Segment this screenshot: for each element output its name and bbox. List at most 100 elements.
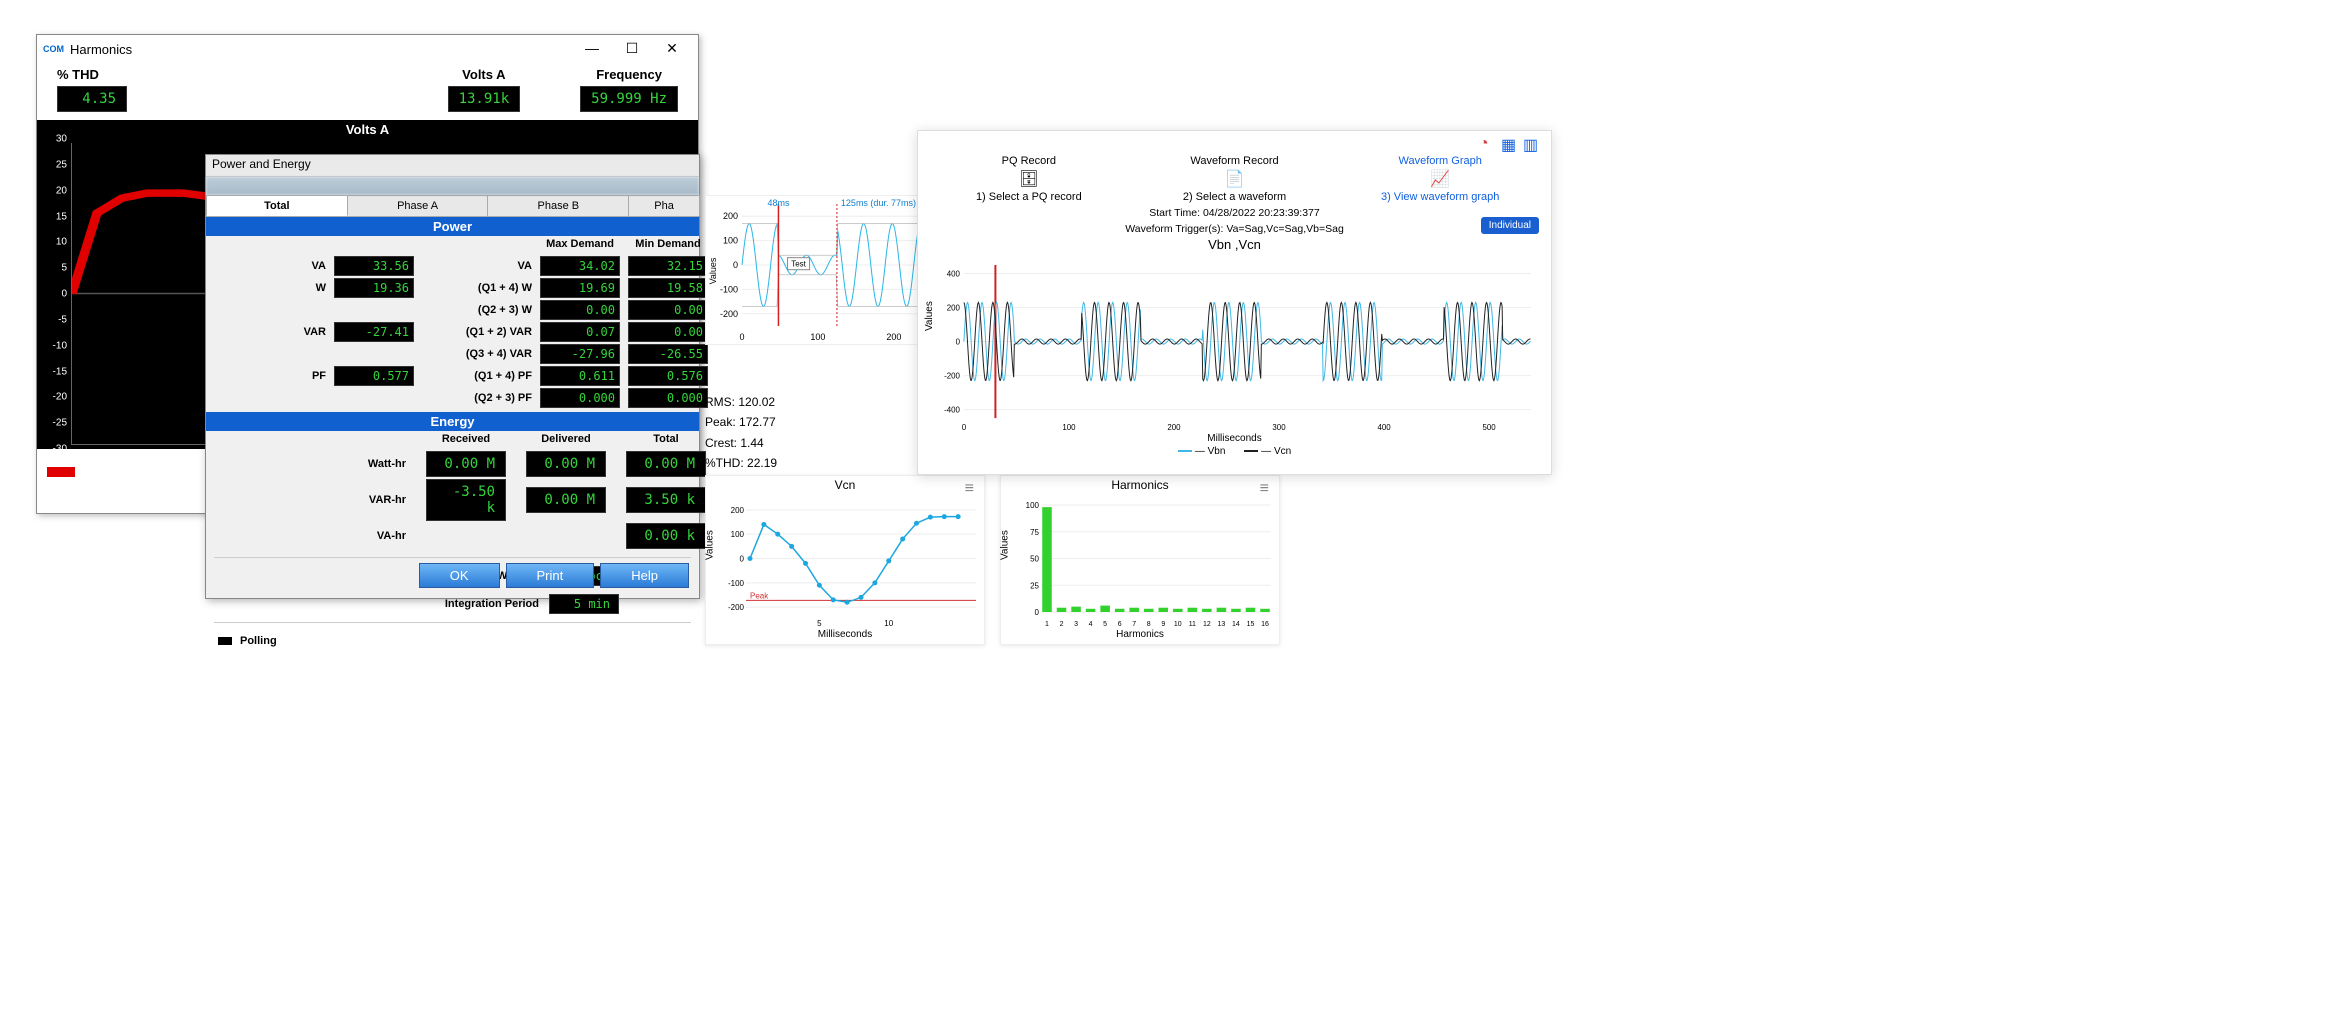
svg-text:Test: Test [791, 260, 806, 269]
svg-text:100: 100 [723, 236, 738, 246]
svg-text:400: 400 [1377, 423, 1391, 432]
svg-text:9: 9 [1161, 621, 1165, 628]
polling-label: Polling [240, 635, 277, 647]
power-grid: VA33.56VA34.0232.15W19.36(Q1 + 4) W19.69… [206, 252, 699, 412]
waveform-ylabel: Values [924, 301, 935, 331]
svg-text:100: 100 [1062, 423, 1076, 432]
harmbar-title: Harmonics [1001, 476, 1279, 494]
maximize-button[interactable]: ☐ [612, 37, 652, 61]
peak-value: 172.77 [739, 415, 776, 429]
energy-grid: Watt-hr0.00 M0.00 M0.00 MVAR-hr-3.50 k0.… [206, 447, 699, 553]
power-print-button[interactable]: Print [506, 563, 595, 588]
svg-text:200: 200 [947, 303, 961, 312]
svg-text:100: 100 [731, 530, 745, 539]
svg-text:0: 0 [956, 338, 961, 347]
svg-text:0: 0 [740, 555, 745, 564]
thd-label: %THD: [705, 456, 744, 470]
integration-period-value: 5 min [549, 594, 619, 614]
harmbar-ylabel: Values [1000, 530, 1011, 560]
chart-menu-icon[interactable]: ≡ [965, 480, 974, 498]
tab-phase-b[interactable]: Phase B [487, 195, 629, 216]
thd-label: % THD [57, 67, 99, 82]
step-pq-record[interactable]: PQ Record 🗄 1) Select a PQ record [926, 155, 1132, 203]
svg-text:-100: -100 [728, 579, 745, 588]
svg-text:13: 13 [1218, 621, 1226, 628]
vcn-chart: Vcn ≡ 200 100 0 -100 -200 5 10 Peak Millisecond… [705, 475, 985, 645]
svg-text:-400: -400 [944, 406, 960, 415]
svg-text:16: 16 [1261, 621, 1269, 628]
svg-text:300: 300 [1272, 423, 1286, 432]
svg-text:12: 12 [1203, 621, 1211, 628]
svg-text:0: 0 [733, 260, 738, 270]
harmonics-bar-chart: Harmonics ≡ 1007550250123456789101112131… [1000, 475, 1280, 645]
svg-text:5: 5 [817, 619, 822, 628]
svg-text:-200: -200 [728, 603, 745, 612]
power-help-button[interactable]: Help [600, 563, 689, 588]
bars-icon[interactable]: ▥ [1523, 135, 1541, 151]
minimize-button[interactable]: — [572, 37, 612, 61]
individual-badge[interactable]: Individual [1481, 217, 1539, 234]
svg-text:400: 400 [947, 269, 961, 278]
power-ok-button[interactable]: OK [419, 563, 500, 588]
thd-value: 22.19 [747, 456, 777, 470]
svg-text:Values: Values [708, 257, 718, 284]
power-section-header: Power [206, 217, 699, 236]
svg-text:125ms (dur. 77ms): 125ms (dur. 77ms) [841, 198, 916, 208]
svg-text:2: 2 [1060, 621, 1064, 628]
svg-text:1: 1 [1045, 621, 1049, 628]
power-energy-window: Power and Energy Total Phase A Phase B P… [205, 154, 700, 599]
svg-text:7: 7 [1132, 621, 1136, 628]
vcn-ylabel: Values [705, 530, 716, 560]
svg-text:Peak: Peak [750, 591, 769, 600]
harmonics-titlebar[interactable]: COM Harmonics — ☐ ✕ [37, 35, 698, 63]
step-waveform-graph[interactable]: Waveform Graph 📈 3) View waveform graph [1337, 155, 1543, 203]
crest-value: 1.44 [740, 436, 763, 450]
step-waveform-record[interactable]: Waveform Record 📄 2) Select a waveform [1132, 155, 1338, 203]
phase-tabs: Total Phase A Phase B Pha [206, 195, 699, 217]
svg-text:-200: -200 [944, 372, 960, 381]
blurred-header [206, 177, 699, 195]
file-icon: 📄 [1132, 169, 1338, 189]
app-logo: COM [43, 44, 64, 54]
volts-value: 13.91k [448, 86, 521, 112]
waveform-plot: 4002000-200-4000100200300400500 [956, 258, 1539, 433]
vcn-xlabel: Milliseconds [706, 629, 984, 640]
power-titlebar[interactable]: Power and Energy [206, 155, 699, 177]
waveform-xlabel: Milliseconds [926, 433, 1543, 444]
received-header: Received [426, 433, 506, 445]
freq-value: 59.999 Hz [580, 86, 678, 112]
svg-text:75: 75 [1030, 528, 1039, 537]
legend-swatch [47, 467, 75, 477]
svg-text:14: 14 [1232, 621, 1240, 628]
gauge-icon[interactable]: ◔ [1479, 135, 1497, 151]
vcn-title: Vcn [706, 476, 984, 494]
tab-phase-a[interactable]: Phase A [347, 195, 489, 216]
svg-text:25: 25 [1030, 581, 1039, 590]
thd-value: 4.35 [57, 86, 127, 112]
chart-menu-icon[interactable]: ≡ [1260, 480, 1269, 498]
waveform-graph-panel: ◔ ▦ ▥ PQ Record 🗄 1) Select a PQ record … [917, 130, 1552, 475]
tab-phase-c[interactable]: Pha [628, 195, 700, 216]
close-button[interactable]: ✕ [652, 37, 692, 61]
polling-indicator [218, 637, 232, 645]
svg-text:6: 6 [1118, 621, 1122, 628]
waveform-plot-title: Vbn ,Vcn [926, 237, 1543, 252]
integration-period-label: Integration Period [445, 598, 539, 610]
min-demand-header: Min Demand [628, 238, 708, 250]
grid-icon[interactable]: ▦ [1501, 135, 1519, 151]
svg-text:200: 200 [731, 506, 745, 515]
svg-text:8: 8 [1147, 621, 1151, 628]
delivered-header: Delivered [526, 433, 606, 445]
harmonics-chart-title: Volts A [37, 120, 698, 139]
tab-total[interactable]: Total [206, 195, 348, 216]
svg-text:50: 50 [1030, 555, 1039, 564]
svg-text:5: 5 [1103, 621, 1107, 628]
svg-text:-200: -200 [720, 309, 738, 319]
rms-label: RMS: [705, 395, 735, 409]
svg-text:10: 10 [884, 619, 893, 628]
freq-label: Frequency [596, 67, 662, 82]
svg-text:200: 200 [1167, 423, 1181, 432]
svg-text:100: 100 [1026, 501, 1040, 510]
waveform-triggers: Waveform Trigger(s): Va=Sag,Vc=Sag,Vb=Sa… [926, 223, 1543, 235]
crest-label: Crest: [705, 436, 737, 450]
